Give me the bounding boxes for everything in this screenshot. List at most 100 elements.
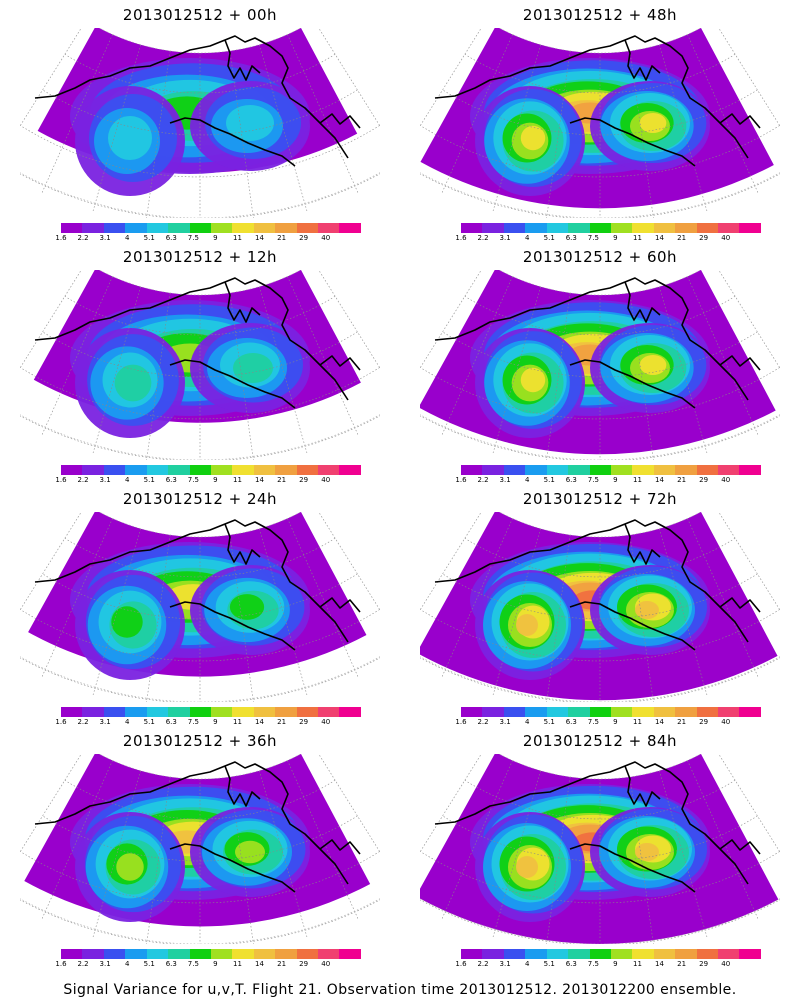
- colorbar-label: 3.1: [99, 234, 111, 242]
- colorbar-label: 4: [524, 960, 530, 968]
- colorbar-swatch: [546, 949, 569, 959]
- colorbar-swatch: [589, 949, 611, 959]
- colorbar-swatch: [653, 707, 676, 717]
- colorbar-swatch: [189, 465, 211, 475]
- colorbar-label: 40: [721, 718, 731, 726]
- colorbar-labels: 1.6 2.2 3.1 4 5.1 6.3 7.5 9 11 14 21 29 40: [52, 960, 362, 970]
- colorbar-label: 9: [613, 476, 618, 484]
- colorbar-label: 5.1: [543, 718, 555, 726]
- colorbar-swatch: [339, 949, 361, 959]
- colorbar-labels: 1.6 2.2 3.1 4 5.1 6.3 7.5 9 11 14 21 29 40: [52, 476, 362, 486]
- colorbar-swatch: [739, 223, 761, 233]
- colorbar-label: 6.3: [165, 960, 177, 968]
- colorbar-swatch: [103, 707, 126, 717]
- colorbar-label: 5.1: [143, 476, 155, 484]
- colorbar-swatch: [146, 707, 169, 717]
- colorbar-swatch: [461, 223, 483, 233]
- colorbar-label: 9: [213, 234, 218, 242]
- variance-contour: [114, 364, 152, 402]
- coastline: [434, 277, 761, 409]
- colorbar-label: 21: [277, 960, 287, 968]
- colorbar-label: 14: [655, 476, 664, 484]
- colorbar-swatch: [339, 707, 361, 717]
- coastline: [34, 277, 361, 409]
- colorbar-label: 29: [699, 718, 709, 726]
- variance-contour: [229, 594, 265, 620]
- colorbar-labels: 1.6 2.2 3.1 4 5.1 6.3 7.5 9 11 14 21 29 40: [452, 476, 762, 486]
- colorbar-label: 1.6: [55, 234, 67, 242]
- colorbar-label: 11: [633, 718, 642, 726]
- colorbar-swatch: [253, 223, 276, 233]
- colorbar-label: 2.2: [477, 476, 489, 484]
- colorbar-label: 4: [124, 718, 130, 726]
- colorbar-label: 7.5: [587, 476, 599, 484]
- colorbar-label: 3.1: [99, 718, 111, 726]
- colorbar-label: 21: [677, 960, 687, 968]
- colorbar-swatch: [339, 465, 361, 475]
- colorbar-labels: 1.6 2.2 3.1 4 5.1 6.3 7.5 9 11 14 21 29 40: [452, 960, 762, 970]
- colorbar-label: 3.1: [499, 234, 511, 242]
- colorbar-label: 7.5: [187, 234, 199, 242]
- colorbar-label: 5.1: [143, 718, 155, 726]
- forecast-panel: 2013012512 + 48h 1.6 2.2 3.1 4 5.1 6.3 7.5 9 11 14…: [400, 0, 800, 242]
- variance-map: [420, 754, 780, 944]
- colorbar-label: 14: [655, 234, 664, 242]
- colorbar-label: 40: [721, 476, 731, 484]
- colorbar-label: 6.3: [165, 718, 177, 726]
- variance-contour: [108, 116, 152, 160]
- variance-contour: [226, 105, 274, 141]
- colorbar-label: 7.5: [187, 960, 199, 968]
- coastline: [434, 35, 761, 167]
- colorbar-swatch: [253, 465, 276, 475]
- colorbar-label: 7.5: [587, 234, 599, 242]
- colorbar-label: 14: [255, 234, 264, 242]
- colorbar-label: 1.6: [455, 718, 467, 726]
- colorbar-swatch: [653, 465, 676, 475]
- coastline: [34, 761, 361, 893]
- colorbar-label: 40: [321, 718, 331, 726]
- colorbar-swatch: [718, 949, 740, 959]
- colorbar-label: 9: [613, 234, 618, 242]
- variance-contour: [516, 614, 538, 636]
- colorbar-label: 7.5: [587, 960, 599, 968]
- colorbar-swatch: [275, 707, 297, 717]
- forecast-panel: 2013012512 + 60h 1.6 2.2 3.1 4 5.1 6.3 7.5 9 11 14…: [400, 242, 800, 484]
- colorbar-swatch: [253, 707, 276, 717]
- colorbar-swatch: [232, 949, 254, 959]
- colorbar-swatch: [189, 707, 211, 717]
- colorbar-swatch: [125, 707, 147, 717]
- panel-title: 2013012512 + 24h: [122, 490, 278, 508]
- colorbar-swatch: [318, 465, 340, 475]
- panel-title: 2013012512 + 12h: [122, 248, 278, 266]
- colorbar-label: 21: [677, 234, 687, 242]
- colorbar-label: 6.3: [565, 476, 577, 484]
- colorbar-swatch: [610, 223, 633, 233]
- colorbar-label: 29: [699, 476, 709, 484]
- variance-contour: [111, 606, 143, 638]
- colorbar-label: 5.1: [543, 476, 555, 484]
- colorbar-label: 11: [233, 960, 242, 968]
- variance-map: [20, 270, 380, 460]
- colorbar-label: 14: [655, 718, 664, 726]
- colorbar-label: 7.5: [587, 718, 599, 726]
- variance-contour: [116, 853, 144, 881]
- colorbar-label: 11: [633, 234, 642, 242]
- panel-title: 2013012512 + 36h: [122, 732, 278, 750]
- colorbar-swatch: [525, 223, 547, 233]
- variance-map: [420, 512, 780, 702]
- colorbar-swatch: [232, 465, 254, 475]
- colorbar-swatch: [568, 707, 590, 717]
- colorbar-swatch: [482, 223, 504, 233]
- colorbar-label: 9: [613, 960, 618, 968]
- colorbar-label: 7.5: [187, 718, 199, 726]
- colorbar-label: 4: [524, 234, 530, 242]
- colorbar-swatch: [296, 223, 319, 233]
- colorbar-swatch: [61, 223, 83, 233]
- colorbar-label: 40: [721, 234, 731, 242]
- panel-title: 2013012512 + 84h: [522, 732, 678, 750]
- colorbar-label: 3.1: [99, 960, 111, 968]
- colorbar-label: 9: [613, 718, 618, 726]
- colorbar-swatch: [675, 465, 697, 475]
- colorbar-label: 7.5: [187, 476, 199, 484]
- colorbar-label: 5.1: [543, 960, 555, 968]
